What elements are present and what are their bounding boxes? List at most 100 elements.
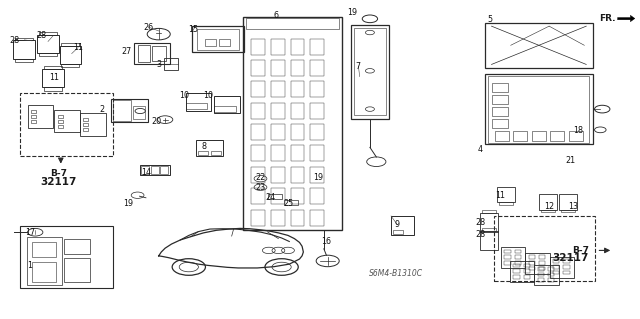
Text: 14: 14 — [141, 168, 151, 177]
Bar — [499, 202, 513, 205]
Bar — [251, 145, 265, 161]
Text: 17: 17 — [25, 228, 35, 237]
Bar — [480, 213, 498, 232]
Text: 19: 19 — [313, 173, 323, 182]
Bar — [160, 166, 168, 174]
Bar — [32, 242, 56, 257]
Bar — [58, 125, 63, 128]
Text: 7: 7 — [356, 62, 361, 70]
Bar — [271, 188, 285, 204]
Bar — [39, 53, 57, 56]
Bar — [310, 188, 324, 204]
Bar — [83, 128, 88, 131]
Bar — [513, 275, 520, 279]
Text: FR.: FR. — [599, 14, 616, 23]
Bar — [197, 29, 239, 50]
Bar — [271, 210, 285, 226]
Bar — [482, 228, 496, 231]
Bar — [553, 259, 559, 263]
Bar — [284, 200, 298, 205]
Text: 12: 12 — [544, 202, 554, 211]
Bar — [271, 103, 285, 119]
Text: 18: 18 — [573, 126, 584, 135]
Bar — [39, 32, 57, 35]
Bar — [37, 35, 59, 53]
Text: 10: 10 — [203, 91, 213, 100]
Bar — [251, 39, 265, 55]
Bar — [485, 74, 593, 144]
Bar — [501, 248, 525, 268]
Bar — [538, 278, 544, 282]
Bar — [492, 119, 508, 128]
Bar — [80, 113, 106, 136]
Text: 23: 23 — [255, 183, 266, 192]
Bar — [198, 151, 208, 155]
Bar — [271, 145, 285, 161]
Bar — [291, 81, 305, 97]
Text: 11: 11 — [49, 73, 60, 82]
Text: 1: 1 — [28, 261, 33, 270]
Text: 10: 10 — [179, 91, 189, 100]
Text: 4: 4 — [477, 145, 483, 154]
Bar — [28, 105, 53, 128]
Bar — [246, 18, 339, 29]
Bar — [538, 272, 544, 276]
Bar — [83, 123, 88, 126]
Text: 8: 8 — [201, 142, 206, 151]
Bar — [20, 93, 113, 156]
Bar — [291, 210, 305, 226]
Bar — [214, 106, 236, 112]
Bar — [27, 237, 62, 285]
Bar — [271, 167, 285, 183]
Bar — [539, 261, 545, 265]
Bar — [548, 272, 554, 276]
Bar — [42, 69, 64, 87]
Bar — [504, 261, 511, 265]
Bar — [534, 265, 559, 285]
Bar — [513, 269, 520, 273]
Text: 3: 3 — [156, 60, 161, 69]
Bar — [186, 93, 211, 111]
Bar — [31, 110, 36, 113]
Bar — [310, 145, 324, 161]
Text: 15: 15 — [188, 26, 198, 34]
Bar — [495, 131, 509, 141]
Bar — [291, 188, 305, 204]
Bar — [524, 269, 530, 273]
Bar — [186, 103, 207, 109]
Bar — [164, 58, 178, 70]
Bar — [548, 278, 554, 282]
Bar — [494, 216, 595, 281]
Bar — [515, 255, 521, 259]
Bar — [310, 39, 324, 55]
Bar — [561, 210, 575, 212]
Text: 32117: 32117 — [552, 253, 589, 263]
Text: 6: 6 — [274, 11, 279, 20]
Bar — [251, 81, 265, 97]
Bar — [504, 249, 511, 253]
Bar — [251, 167, 265, 183]
Bar — [525, 253, 550, 274]
Bar — [61, 64, 79, 67]
Bar — [513, 263, 520, 267]
Bar — [354, 28, 386, 115]
Bar — [529, 255, 535, 259]
Bar — [492, 107, 508, 116]
Bar — [510, 262, 534, 282]
Bar — [563, 259, 570, 263]
Bar — [563, 271, 570, 274]
Text: 21: 21 — [566, 156, 576, 165]
Bar — [310, 60, 324, 76]
Bar — [550, 257, 574, 278]
Text: 16: 16 — [321, 237, 332, 246]
Bar — [251, 188, 265, 204]
Bar — [480, 231, 498, 250]
Bar — [152, 46, 166, 61]
Bar — [271, 60, 285, 76]
Bar — [497, 187, 515, 202]
Bar — [541, 210, 555, 212]
Bar — [563, 265, 570, 269]
Text: 22: 22 — [255, 173, 266, 182]
Bar — [310, 124, 324, 140]
Bar — [140, 165, 170, 175]
